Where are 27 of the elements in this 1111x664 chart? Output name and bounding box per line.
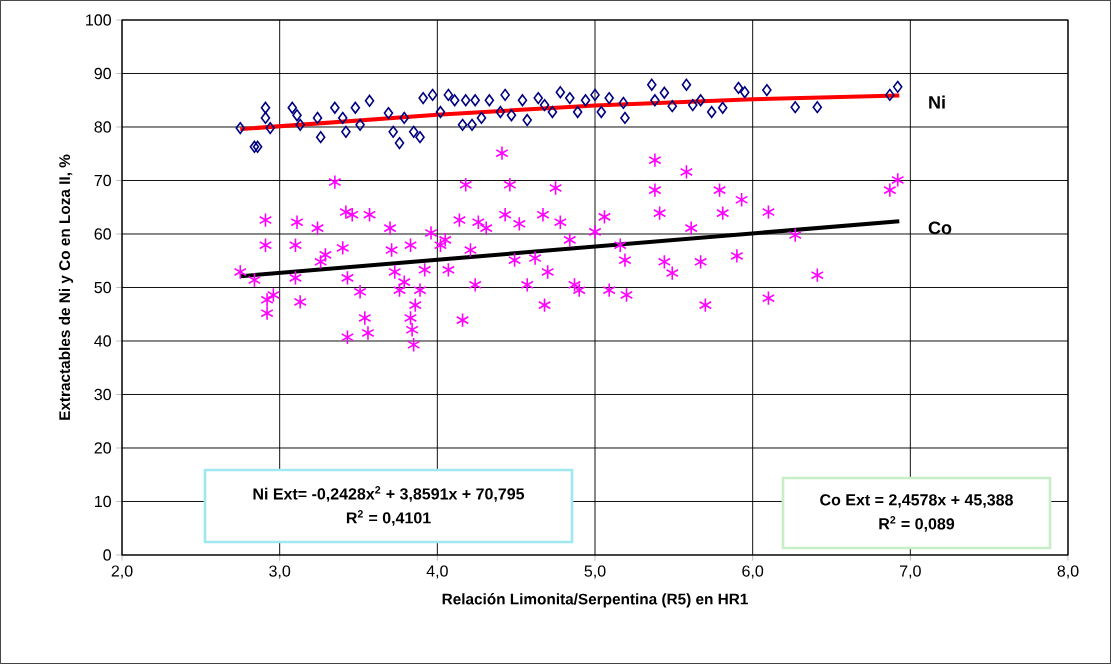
x-tick-label: 2,0 [111, 565, 133, 579]
x-tick-label: 4,0 [426, 565, 448, 579]
annotation: Ni Ext= -0,2428x$^{2}$ + 3,8591x + 70,795 [253, 486, 525, 502]
x-tick-label: 3,0 [269, 565, 291, 579]
y-tick-label: 30 [94, 388, 111, 401]
y-tick-label: 0 [103, 549, 111, 561]
y-tick-label: 100 [86, 14, 111, 26]
line-series [238, 93, 902, 132]
x-tick-label: 5,0 [584, 565, 606, 579]
x-tick-label: 8,0 [1057, 565, 1079, 579]
x-tick-label: 6,0 [742, 565, 764, 579]
y-tick-label: 70 [94, 174, 111, 187]
y-tick-label: 10 [95, 495, 111, 508]
y-tick-label: 60 [94, 228, 111, 240]
y-tick-label: 20 [94, 442, 111, 454]
x-axis-title: Relación Limonita/Serpentina (R5) en HR1 [442, 593, 748, 608]
y-tick-label: 90 [94, 67, 111, 80]
annotation: Co Ext = 2,4578x + 45,388 [820, 494, 1013, 508]
y-tick-label: 80 [94, 121, 111, 133]
y-axis-title: Extractables de Ni y Co en Loza II, % [58, 154, 74, 420]
y-tick-label: 50 [94, 281, 111, 294]
y-tick-label: 40 [94, 335, 111, 347]
series-label: Ni [929, 95, 945, 109]
x-tick-label: 7,0 [900, 565, 921, 579]
annotation: R$^{2}$ = 0,089 [879, 516, 955, 532]
text: Co [928, 221, 952, 235]
annotation: R$^{2}$ = 0,4101 [346, 510, 431, 526]
